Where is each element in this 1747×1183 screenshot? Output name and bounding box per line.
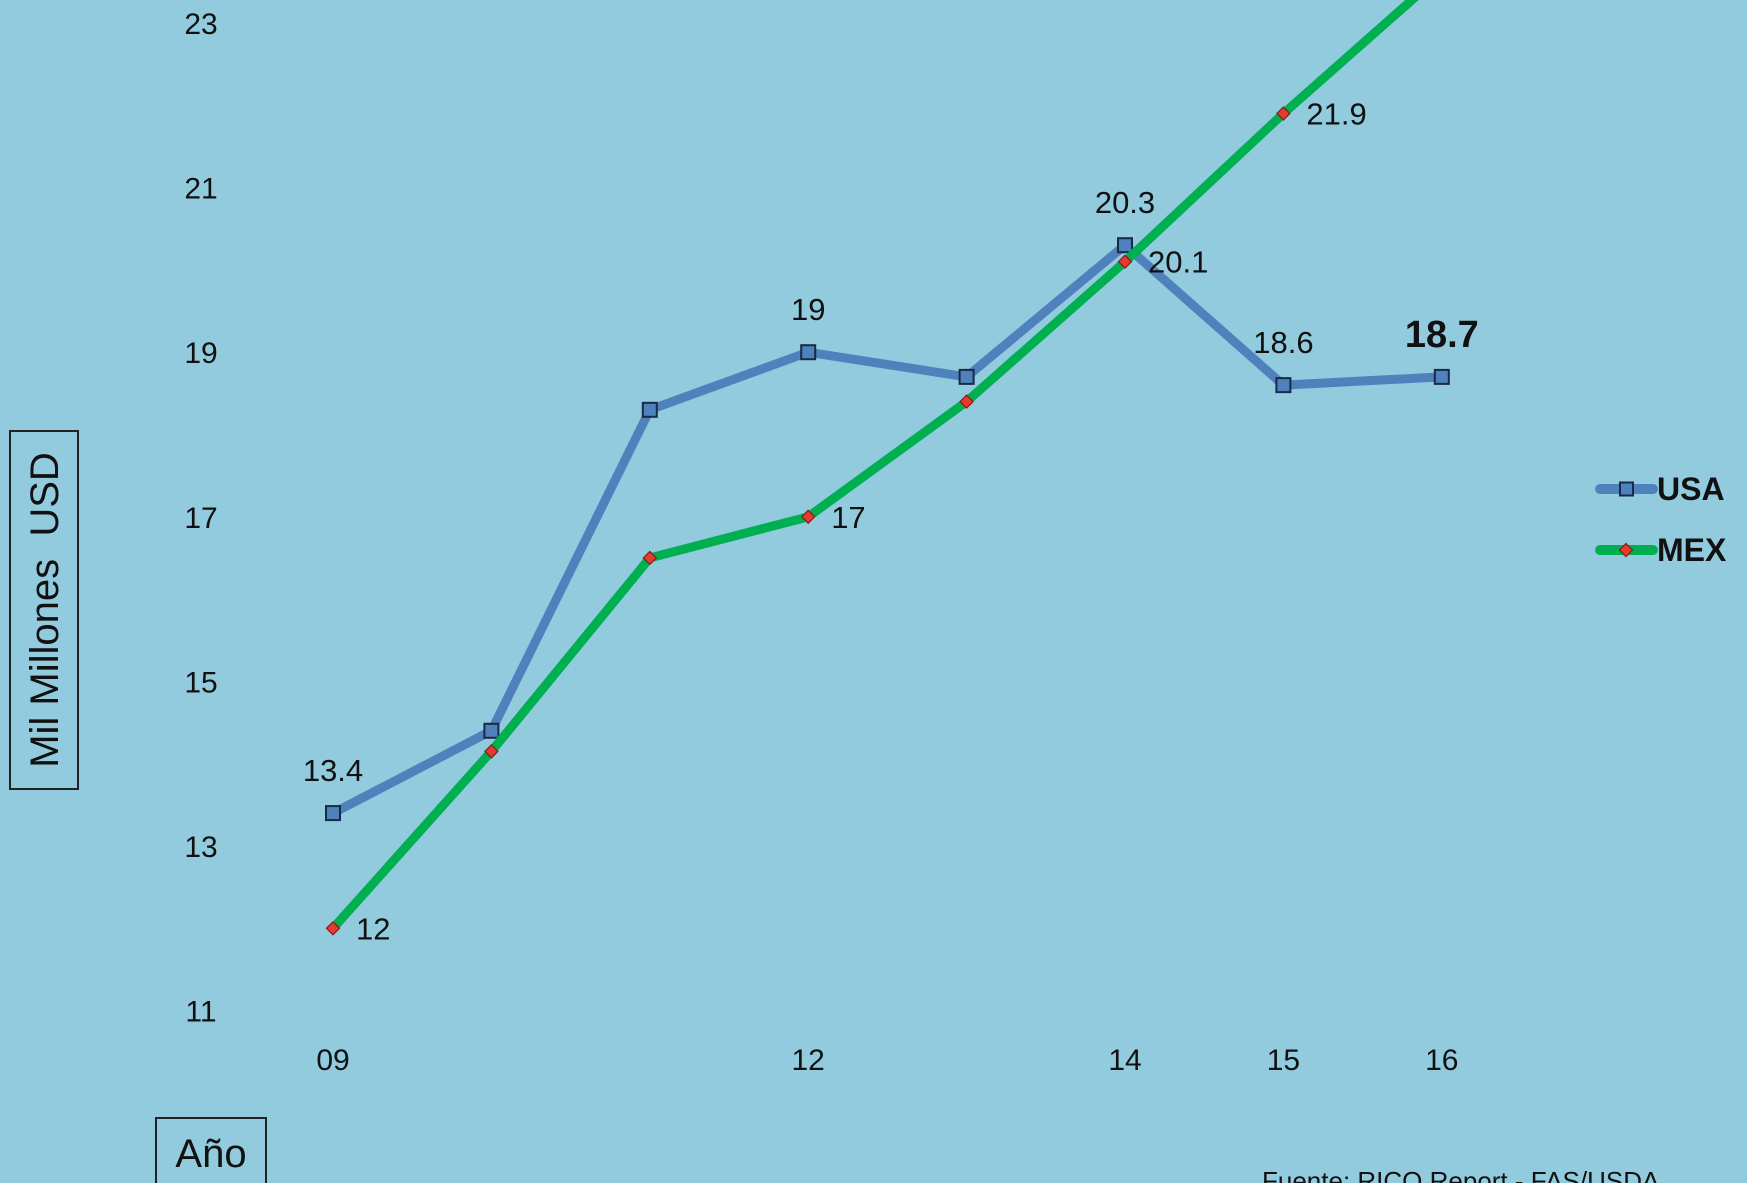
legend-marker [1618, 542, 1634, 558]
x-tick-label: 14 [1108, 1044, 1141, 1077]
data-label-mex: 12 [356, 911, 390, 946]
data-label-usa: 18.7 [1405, 314, 1479, 356]
series-mex [325, 0, 1419, 936]
data-point [1275, 377, 1292, 394]
data-point [1117, 237, 1133, 254]
data-point [484, 744, 499, 759]
data-label-usa: 19 [791, 292, 825, 327]
data-label-usa: 13.4 [303, 753, 363, 788]
x-tick-label: 12 [792, 1044, 825, 1077]
series-line-mex [329, 0, 1419, 932]
data-label-mex: 20.1 [1148, 245, 1208, 280]
source-note: Fuente: RICO Report - FAS/USDA [1262, 1166, 1660, 1183]
legend-label: MEX [1657, 532, 1727, 568]
data-point [325, 805, 341, 822]
series-layer [325, 0, 1450, 936]
data-point [1433, 368, 1450, 385]
legend-marker [1619, 481, 1634, 497]
legend-label: USA [1657, 471, 1725, 507]
data-label-mex: 21.9 [1306, 97, 1366, 132]
data-label-usa: 20.3 [1095, 185, 1155, 220]
data-label-usa: 18.6 [1253, 325, 1313, 360]
x-axis-title-text: Año [175, 1132, 246, 1176]
x-tick-label: 09 [316, 1044, 349, 1077]
data-point [958, 368, 975, 385]
y-axis-title-text: Mil Millones USD [23, 452, 67, 768]
data-point [642, 550, 658, 566]
legend-item-mex: MEX [1595, 532, 1727, 568]
data-labels: 13.4 19 20.3 18.6 18.7 12 17 20.1 21.9 [303, 97, 1479, 947]
x-axis-title: Año [155, 1117, 267, 1183]
data-point [800, 344, 817, 361]
y-tick-label: 19 [184, 337, 217, 370]
y-axis-ticks: 11 13 15 17 19 21 23 [184, 8, 217, 1029]
x-axis-ticks: 09 12 14 15 16 [316, 1044, 1458, 1077]
series-line-usa [330, 239, 1443, 818]
y-tick-label: 11 [185, 996, 216, 1029]
data-point [800, 509, 816, 525]
y-tick-label: 13 [184, 831, 217, 864]
data-point [483, 722, 500, 739]
data-point [325, 920, 341, 936]
data-point [1276, 106, 1291, 121]
data-point [641, 401, 658, 418]
y-tick-label: 15 [184, 666, 217, 699]
y-axis-title: Mil Millones USD [9, 430, 79, 790]
data-point [1117, 254, 1133, 270]
y-tick-label: 23 [184, 8, 217, 41]
x-tick-label: 15 [1267, 1044, 1300, 1077]
y-tick-label: 17 [184, 502, 217, 535]
data-label-mex: 17 [831, 500, 865, 535]
legend-item-usa: USA [1595, 471, 1725, 507]
data-point [959, 394, 974, 409]
x-tick-label: 16 [1425, 1044, 1458, 1077]
series-usa [325, 237, 1450, 822]
legend: USA MEX [1595, 471, 1727, 568]
y-tick-label: 21 [184, 173, 217, 206]
